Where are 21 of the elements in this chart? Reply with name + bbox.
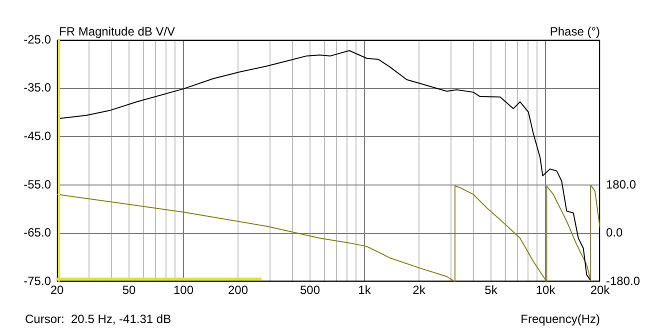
y-tick-label: -35.0: [24, 80, 52, 95]
y-tick-label: -65.0: [24, 226, 52, 240]
x-axis-title: Frequency(Hz): [520, 312, 600, 326]
y2-tick-label: 0.0: [606, 226, 624, 240]
x-tick-label: 10k: [536, 283, 556, 298]
y-axis-title: FR Magnitude dB V/V: [59, 24, 176, 38]
x-tick-label: 1k: [358, 283, 372, 298]
x-tick-label: 200: [228, 283, 248, 298]
x-tick-label: 5k: [484, 283, 498, 298]
y2-tick-label: 180.0: [606, 177, 636, 192]
x-tick-label: 2k: [412, 283, 426, 298]
text: Cursor: 20.5 Hz, -41.31 dB: [25, 312, 172, 326]
x-tick-label: 50: [122, 283, 136, 298]
y2-axis-title: Phase (°): [550, 24, 600, 38]
x-tick-label: 500: [300, 283, 320, 298]
y-tick-label: -75.0: [24, 274, 52, 288]
y-tick-label: -45.0: [24, 128, 52, 143]
y-tick-label: -55.0: [24, 177, 52, 192]
x-tick-label: 20: [50, 283, 64, 298]
y-tick-label: -25.0: [24, 32, 52, 46]
x-tick-label: 100: [174, 283, 194, 298]
